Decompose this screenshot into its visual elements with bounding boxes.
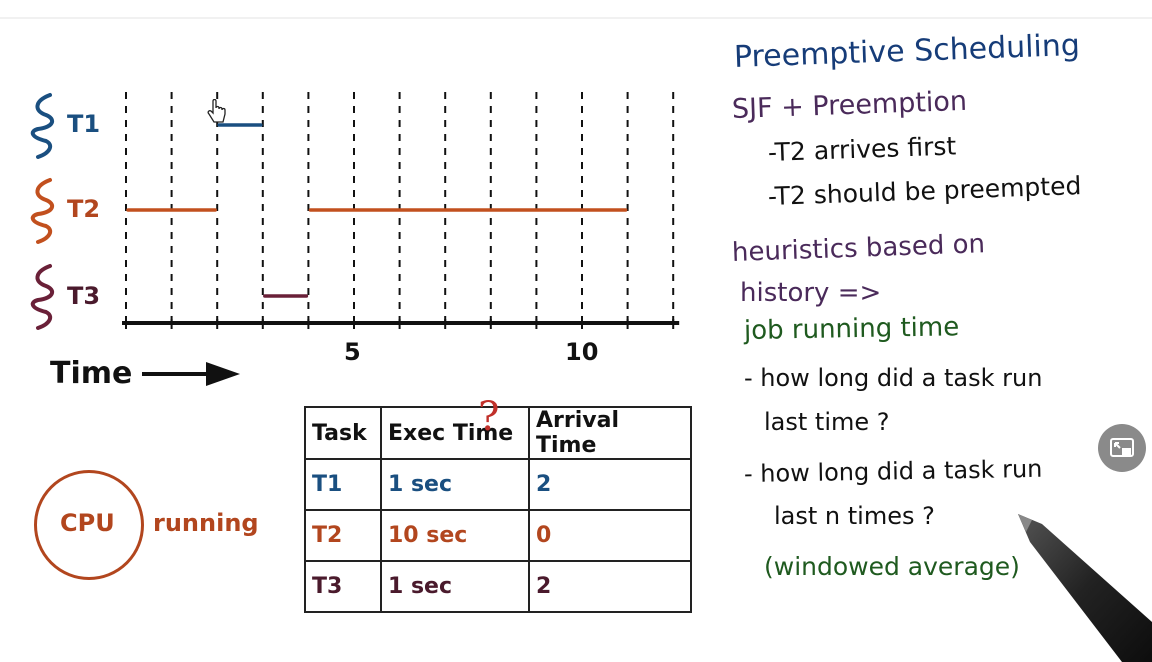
pen-icon <box>1018 514 1152 662</box>
thread-icon-t2 <box>30 178 55 244</box>
cell-exec: 1 sec <box>380 458 530 511</box>
cell-arrival: 2 <box>528 458 692 511</box>
notes-sjf: SJF + Preemption <box>731 85 968 125</box>
hand-cursor-icon <box>207 99 226 123</box>
header-task: Task <box>304 406 382 460</box>
notes-job-running-time: job running time <box>743 312 960 346</box>
notes-question-1b: last time ? <box>764 408 890 436</box>
tick-label-10: 10 <box>565 338 599 366</box>
cell-exec: 1 sec <box>380 560 530 613</box>
thread-icon-t1 <box>30 93 55 159</box>
notes-bullet-1: -T2 arrives first <box>767 131 957 167</box>
cpu-label: CPU <box>60 509 115 537</box>
question-mark-annotation: ? <box>478 394 500 440</box>
notes-question-2b: last n times ? <box>774 502 935 530</box>
top-divider <box>0 17 1152 19</box>
table-row: T2 10 sec 0 <box>304 509 692 562</box>
time-arrow-icon <box>142 362 240 386</box>
picture-in-picture-button[interactable] <box>1098 424 1146 472</box>
notes-title: Preemptive Scheduling <box>733 27 1081 75</box>
task-label-t3: T3 <box>67 282 101 310</box>
task-label-t2: T2 <box>67 195 101 223</box>
table-row: T1 1 sec 2 <box>304 458 692 511</box>
header-exec-time: Exec Time <box>380 406 530 460</box>
notes-history: history => <box>740 278 882 308</box>
gantt-timeline <box>30 92 680 330</box>
notes-question-2a: - how long did a task run <box>743 454 1043 488</box>
notes-heuristics: heuristics based on <box>731 229 986 268</box>
notes-bullet-2: -T2 should be preempted <box>767 171 1082 211</box>
thread-icon-t3 <box>30 264 55 330</box>
cell-arrival: 2 <box>528 560 692 613</box>
picture-in-picture-icon <box>1110 438 1134 457</box>
notes-windowed-average: (windowed average) <box>764 552 1020 581</box>
time-label: Time <box>50 356 133 391</box>
cpu-circle <box>34 470 144 580</box>
cell-arrival: 0 <box>528 509 692 562</box>
cell-task: T2 <box>304 509 382 562</box>
cell-task: T1 <box>304 458 382 511</box>
header-arrival-time: Arrival Time <box>528 406 692 460</box>
tick-label-5: 5 <box>344 338 361 366</box>
table-row: T3 1 sec 2 <box>304 560 692 613</box>
task-table: Task Exec Time Arrival Time T1 1 sec 2 T… <box>304 406 692 613</box>
cell-task: T3 <box>304 560 382 613</box>
task-label-t1: T1 <box>67 110 101 138</box>
table-header-row: Task Exec Time Arrival Time <box>304 406 692 460</box>
cell-exec: 10 sec <box>380 509 530 562</box>
notes-question-1a: - how long did a task run <box>744 364 1043 392</box>
cpu-state: running <box>153 509 259 537</box>
